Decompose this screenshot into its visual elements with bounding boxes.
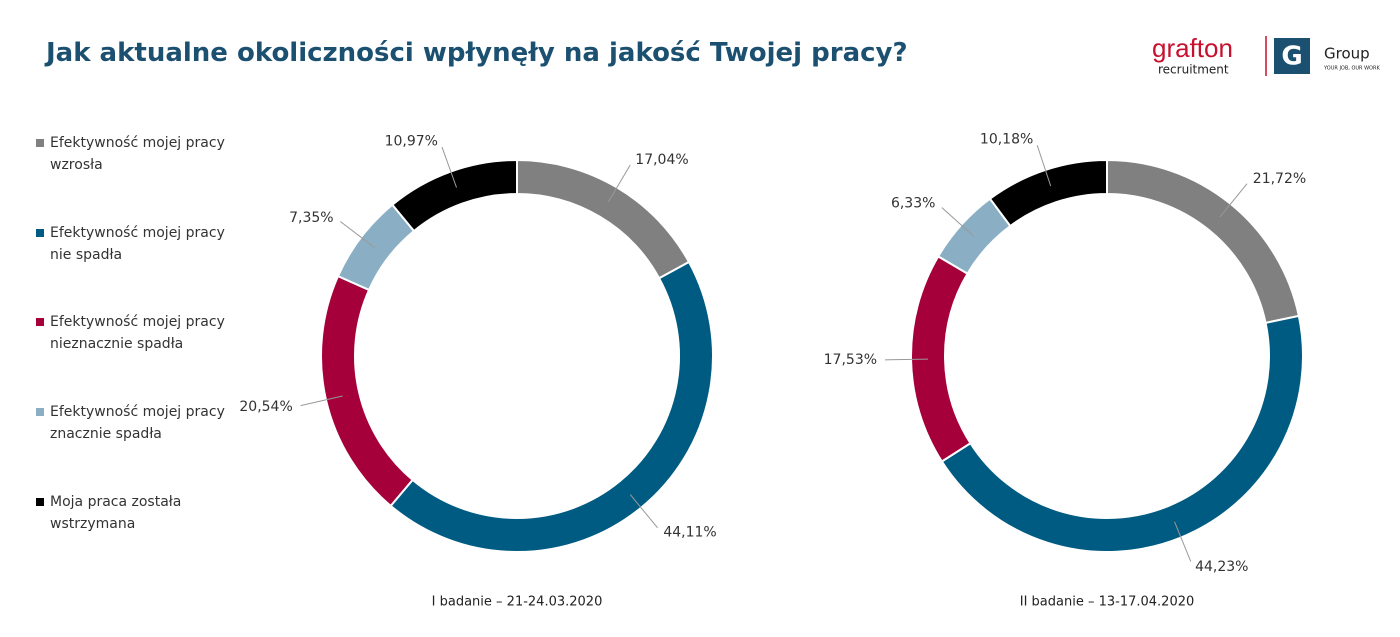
value-label: 6,33% xyxy=(891,196,935,212)
value-label: 44,23% xyxy=(1195,559,1248,575)
value-label: 10,18% xyxy=(980,132,1033,148)
donut-slice xyxy=(389,260,714,553)
donut-slice xyxy=(390,158,518,233)
value-label: 17,04% xyxy=(635,152,688,168)
leader-line xyxy=(1219,183,1248,218)
legend-label: Efektywność mojej pracy wzrosła xyxy=(50,135,225,173)
leader-line xyxy=(300,395,343,407)
legend-label: Efektywność mojej pracy nieznacznie spad… xyxy=(50,314,225,353)
legend-item: Efektywność mojej pracy nie spadła xyxy=(36,222,250,266)
leader-line xyxy=(941,207,975,237)
donut-slice xyxy=(940,314,1304,554)
logo-mark: G xyxy=(1281,42,1302,72)
value-label: 17,53% xyxy=(824,352,877,368)
chart-subtitle: I badanie – 21-24.03.2020 xyxy=(432,595,603,610)
legend-swatch xyxy=(36,408,44,417)
legend-swatch xyxy=(36,139,44,147)
leader-line xyxy=(441,146,458,188)
leader-line xyxy=(1036,145,1052,187)
logo-sub: recruitment xyxy=(1158,63,1229,77)
legend-swatch xyxy=(36,497,44,506)
chart-subtitle: II badanie – 13-17.04.2020 xyxy=(1020,595,1195,610)
legend-item: Efektywność mojej pracy znacznie spadła xyxy=(36,401,250,445)
logo-tagline: YOUR JOB, OUR WORK xyxy=(1323,66,1380,72)
value-label: 44,11% xyxy=(663,525,716,541)
value-label: 7,35% xyxy=(289,210,333,226)
logo-brand: grafton xyxy=(1152,34,1233,63)
legend-label: Moja praca została wstrzymana xyxy=(50,493,182,532)
legend-swatch xyxy=(36,318,44,327)
logo: grafton recruitment G Group YOUR JOB, OU… xyxy=(1152,34,1380,77)
leader-line xyxy=(1174,521,1192,562)
leader-line xyxy=(885,358,929,361)
legend-label: Efektywność mojej pracy znacznie spadła xyxy=(50,404,225,443)
value-label: 10,97% xyxy=(385,133,438,149)
logo-box xyxy=(1274,38,1310,74)
donut-slice xyxy=(516,158,691,280)
value-label: 20,54% xyxy=(239,399,292,415)
legend-item: Efektywność mojej pracy wzrosła xyxy=(36,132,250,176)
donut-slice xyxy=(988,158,1108,228)
legend-label: Efektywność mojej pracy nie spadła xyxy=(50,224,225,263)
value-label: 21,72% xyxy=(1253,171,1306,187)
donut-slice xyxy=(320,274,415,508)
leader-line xyxy=(607,164,631,203)
logo-group: Group xyxy=(1324,45,1370,63)
legend-item: Moja praca została wstrzymana xyxy=(36,491,250,535)
leader-line xyxy=(340,221,375,248)
legend-item: Efektywność mojej pracy nieznacznie spad… xyxy=(36,311,250,355)
legend-swatch xyxy=(36,228,44,237)
leader-line xyxy=(629,494,658,529)
title: Jak aktualne okoliczności wpłynęły na ja… xyxy=(46,38,908,68)
